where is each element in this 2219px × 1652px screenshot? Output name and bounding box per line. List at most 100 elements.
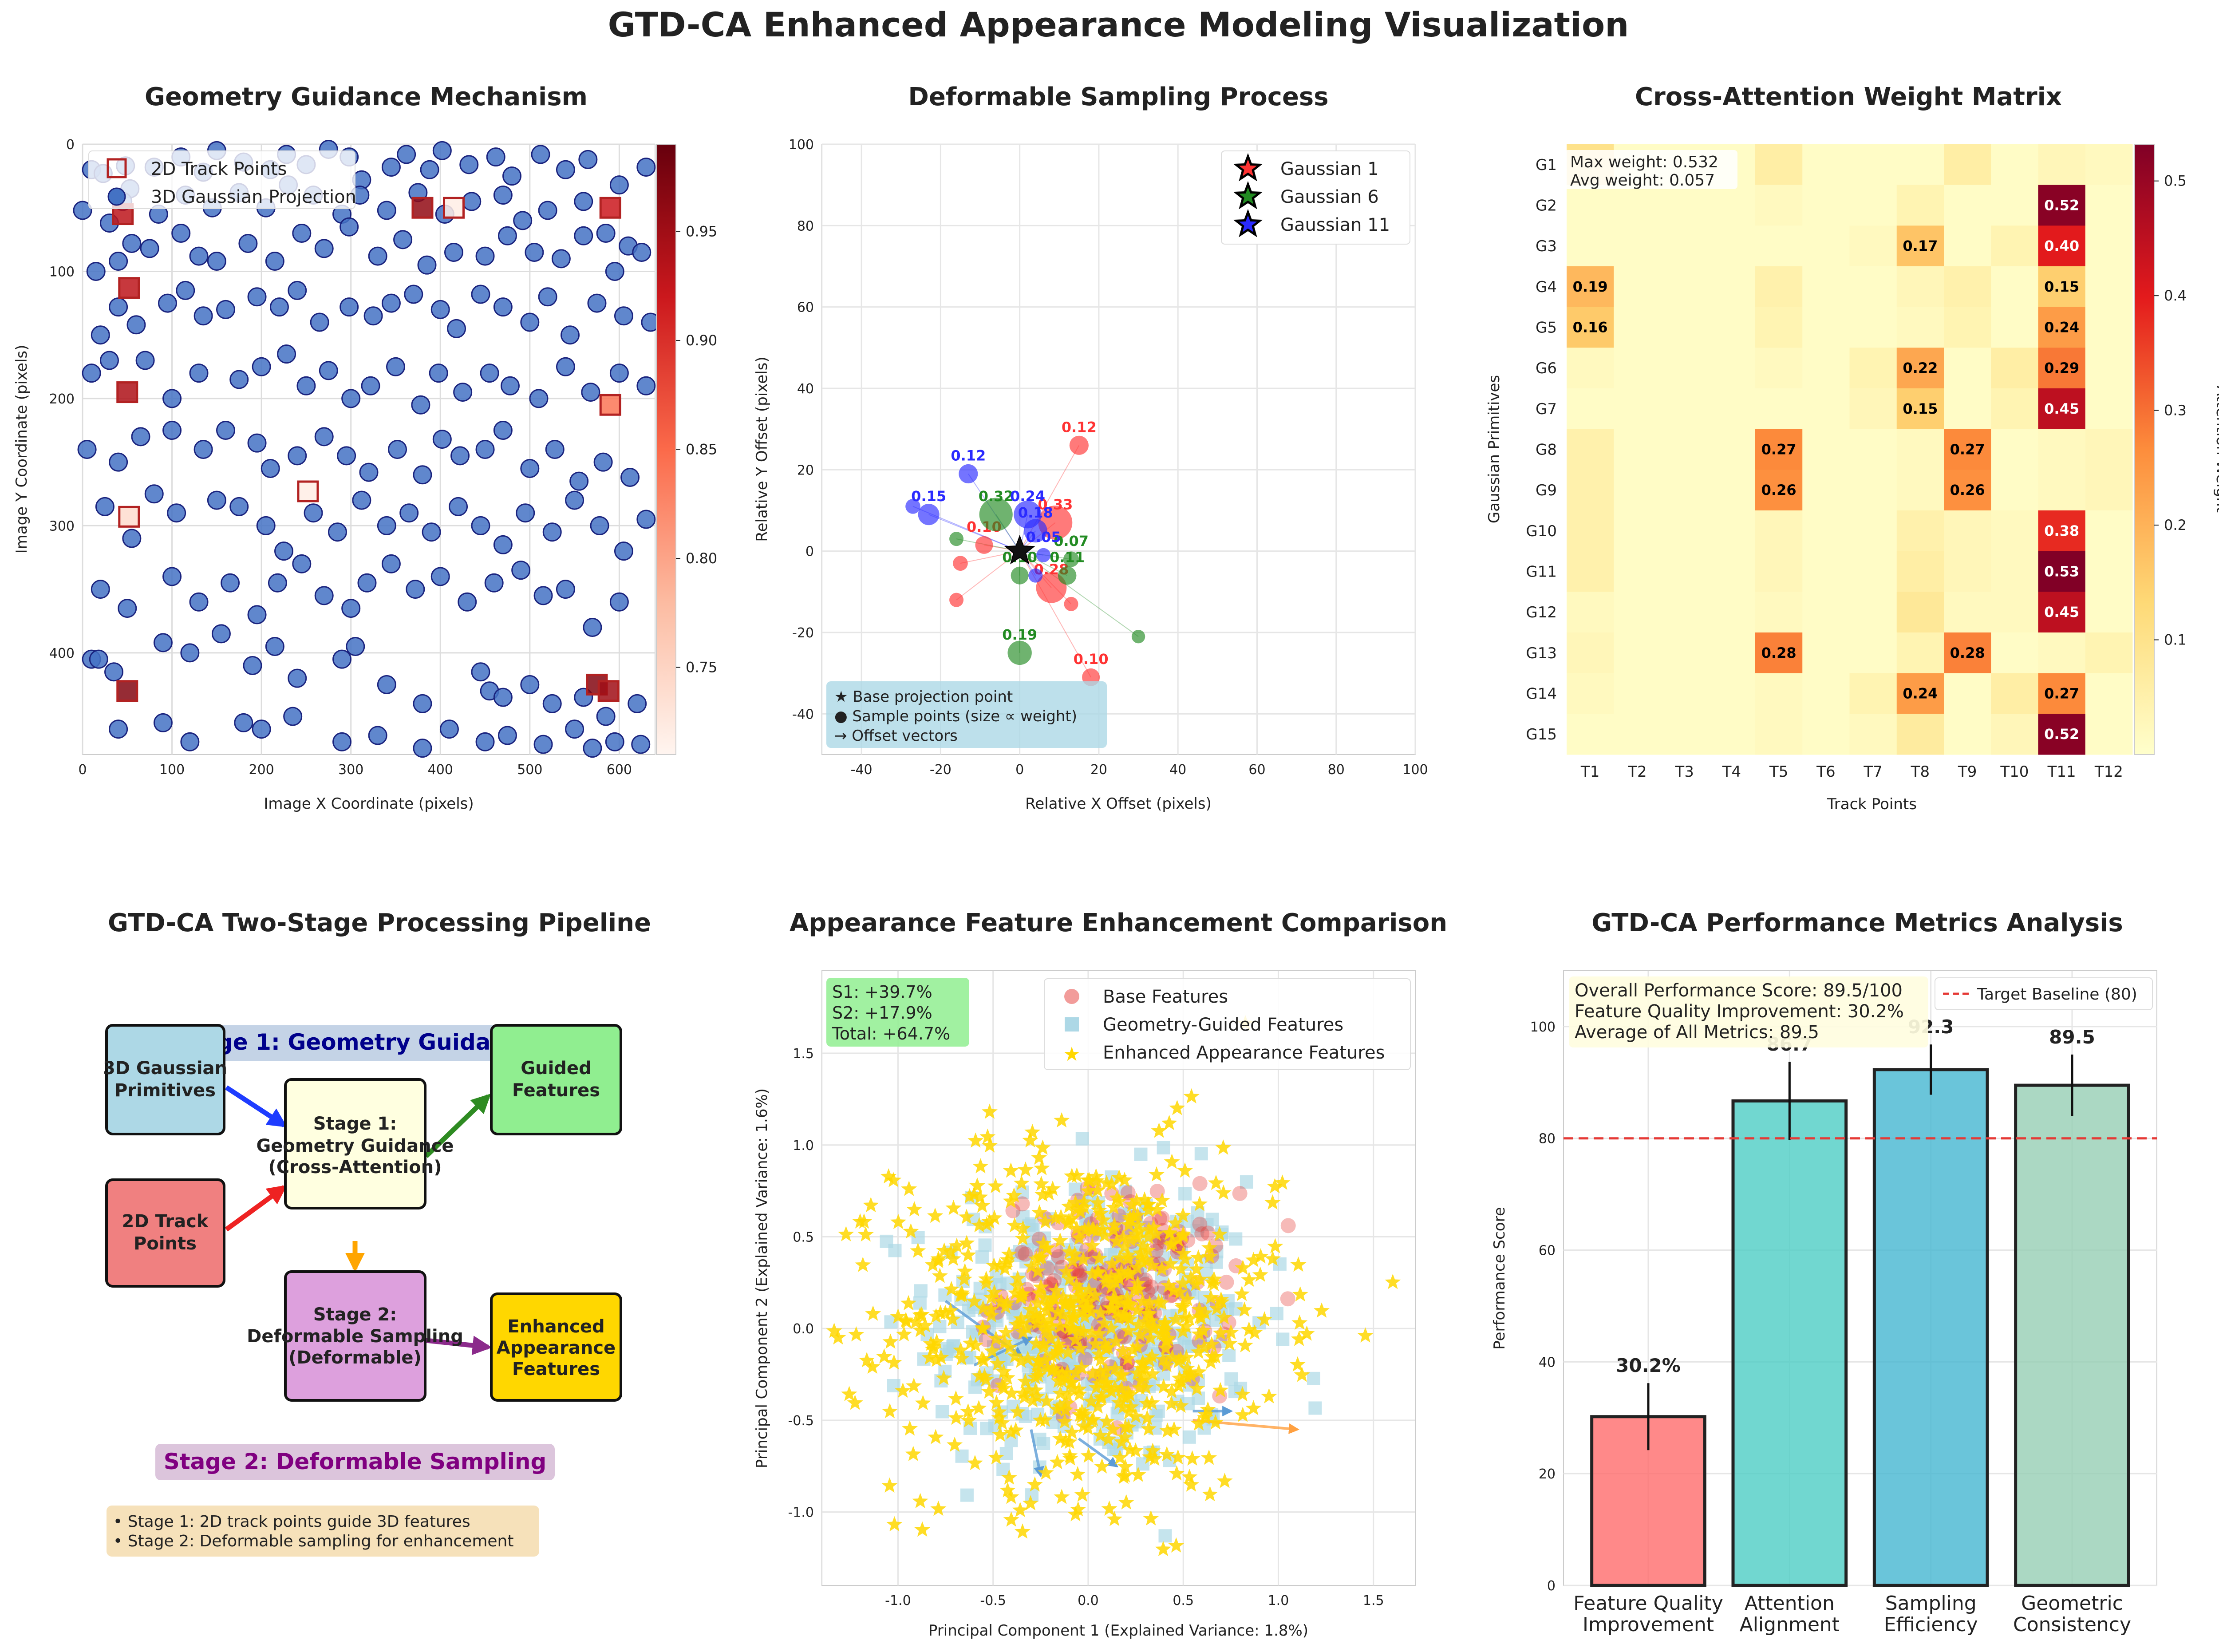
enhanced-appearance-feature [1050, 1343, 1066, 1359]
enhanced-appearance-feature [1083, 1304, 1099, 1319]
heatmap-cell [2038, 307, 2086, 348]
enhanced-appearance-feature [1094, 1458, 1110, 1474]
enhanced-appearance-feature [983, 1289, 999, 1305]
gaussian-projection-point [310, 312, 329, 332]
enhanced-appearance-feature [1139, 1320, 1155, 1336]
enhanced-appearance-feature [1058, 1263, 1074, 1279]
gaussian-projection-point [381, 293, 401, 313]
sample-point [1028, 568, 1043, 583]
sample-point [1064, 597, 1078, 611]
enhanced-appearance-feature [1188, 1380, 1205, 1396]
x-tick-label: 60 [1248, 762, 1265, 778]
gaussian-projection-point [432, 141, 452, 160]
enhanced-appearance-feature [1123, 1399, 1139, 1414]
box-gaussian-line1: 3D Gaussian [103, 1058, 227, 1079]
enhanced-appearance-feature [1052, 1385, 1069, 1401]
enhanced-appearance-feature [1109, 1304, 1125, 1320]
y-tick-label: 400 [49, 646, 75, 661]
heatmap-cell [1661, 307, 1709, 348]
enhanced-appearance-feature [1191, 1363, 1207, 1379]
enhanced-appearance-feature [1084, 1365, 1101, 1381]
heatmap-cell [1802, 144, 1850, 186]
heatmap-cell [1567, 551, 1614, 592]
enhanced-appearance-feature [1034, 1160, 1050, 1175]
colorbar-tick-label: 0.90 [686, 332, 717, 349]
enhanced-appearance-feature [1134, 1354, 1151, 1369]
enhanced-appearance-feature [1157, 1340, 1174, 1356]
enhanced-appearance-feature [960, 1403, 976, 1419]
enhanced-appearance-feature [1006, 1187, 1022, 1203]
enhanced-appearance-feature [981, 1213, 998, 1229]
enhancement-arrow [1078, 1437, 1119, 1468]
heatmap-cell [1567, 348, 1614, 389]
gaussian-projection-point [340, 297, 359, 317]
enhanced-appearance-feature [1052, 1318, 1068, 1334]
enhanced-appearance-feature [988, 1449, 1004, 1465]
enhanced-appearance-feature [1033, 1249, 1050, 1264]
heatmap-cell [1849, 429, 1897, 470]
gaussian-projection-point [551, 249, 571, 269]
enhanced-appearance-feature [1141, 1352, 1157, 1367]
enhanced-appearance-feature [1016, 1389, 1033, 1404]
enhanced-appearance-feature [1203, 1354, 1219, 1369]
y-tick-label: 60 [797, 300, 814, 316]
enhanced-appearance-feature [1144, 1348, 1160, 1363]
enhanced-appearance-feature [1164, 1383, 1180, 1399]
base-feature [1154, 1210, 1170, 1226]
enhanced-appearance-feature [906, 1201, 923, 1217]
enhanced-appearance-feature [1105, 1421, 1121, 1437]
enhanced-appearance-feature [1357, 1327, 1374, 1343]
gaussian-projection-point [631, 735, 651, 754]
enhanced-appearance-feature [1009, 1403, 1026, 1419]
heatmap-cell [1991, 307, 2038, 348]
geometry-guided-feature [1229, 1232, 1243, 1246]
enhanced-appearance-feature [1054, 1112, 1070, 1128]
gaussian-projection-point [109, 297, 128, 317]
gaussian-projection-point [486, 147, 505, 167]
enhanced-appearance-feature [917, 1317, 933, 1332]
gaussian-projection-point [556, 580, 575, 599]
x-tick-label: T2 [1627, 763, 1646, 781]
enhanced-appearance-feature [1036, 1289, 1053, 1305]
sample-point [975, 536, 993, 554]
geometry-guided-feature [1194, 1147, 1208, 1161]
enhanced-appearance-feature [1088, 1168, 1104, 1184]
stats-line: S1: +39.7% [832, 982, 932, 1002]
gaussian-projection-point [583, 739, 602, 758]
heatmap-cell [1802, 470, 1850, 511]
gaussian-projection-point [95, 497, 115, 516]
y-tick-label: G8 [1536, 441, 1557, 459]
cell-value-label: 0.16 [1573, 319, 1608, 336]
heatmap-cell [1802, 551, 1850, 592]
track-point [297, 480, 319, 502]
panel-title: Appearance Feature Enhancement Compariso… [790, 909, 1447, 937]
heatmap-cell [1849, 348, 1897, 389]
enhanced-appearance-feature [1267, 1178, 1283, 1194]
enhanced-appearance-feature [1090, 1182, 1106, 1198]
enhancement-arrow [1030, 1429, 1044, 1478]
heatmap-cell [1991, 388, 2038, 430]
enhanced-appearance-feature [1060, 1344, 1076, 1360]
x-tick-label: T3 [1674, 763, 1694, 781]
y-tick-label: 0.0 [793, 1321, 814, 1337]
enhanced-appearance-feature [1010, 1270, 1026, 1286]
cell-value-label: 0.40 [2044, 237, 2079, 254]
enhanced-appearance-feature [1141, 1221, 1157, 1237]
gaussian-projection-point [314, 239, 334, 258]
x-axis-label: Image X Coordinate (pixels) [264, 795, 474, 813]
enhanced-appearance-feature [1121, 1386, 1138, 1402]
heatmap-cell [1802, 185, 1850, 226]
enhanced-appearance-feature [914, 1521, 931, 1537]
enhanced-appearance-feature [1139, 1410, 1155, 1425]
enhanced-appearance-feature [1112, 1449, 1128, 1465]
heatmap-cell [1944, 307, 1991, 348]
gaussian-projection-point [319, 361, 338, 380]
enhanced-appearance-feature [903, 1223, 919, 1239]
enhanced-appearance-feature [1035, 1235, 1052, 1251]
enhanced-appearance-feature [1163, 1395, 1180, 1411]
enhanced-appearance-feature [1139, 1305, 1155, 1321]
enhanced-appearance-feature [1135, 1238, 1151, 1253]
enhanced-appearance-feature [932, 1304, 949, 1320]
enhanced-appearance-feature [1106, 1217, 1123, 1233]
heatmap-cell [1896, 551, 1944, 592]
